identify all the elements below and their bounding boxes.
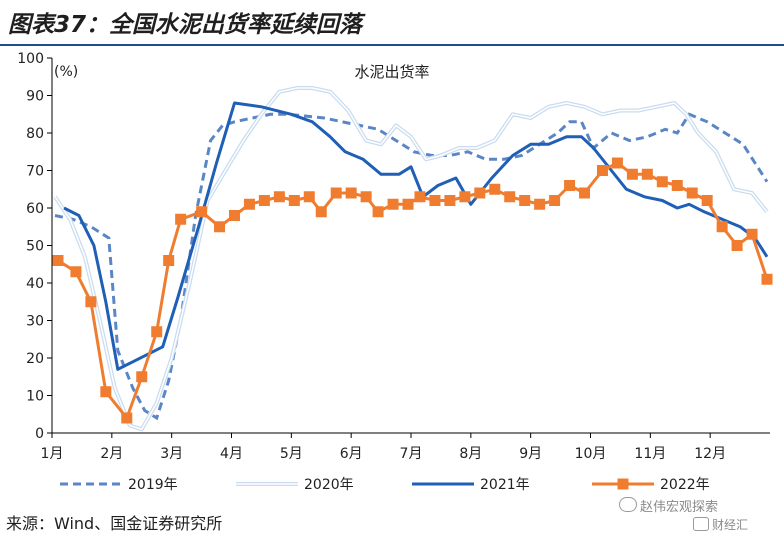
data-point (273, 191, 285, 203)
data-point (345, 187, 357, 199)
data-point (596, 165, 608, 176)
x-tick-label-9: 10月 (575, 446, 607, 462)
data-point (671, 180, 683, 191)
data-point (402, 198, 414, 210)
series-line-2020年 (53, 86, 769, 432)
series-line-inner-2020年 (54, 87, 768, 431)
data-point (564, 180, 576, 191)
data-point (716, 221, 728, 233)
x-tick-label-8: 9月 (519, 446, 542, 462)
finance-hub-icon (693, 517, 709, 531)
source-note: 来源：Wind、国金证券研究所 (6, 514, 223, 533)
x-tick-label-11: 12月 (694, 446, 726, 462)
data-point (175, 213, 187, 225)
x-tick-label-0: 1月 (41, 446, 64, 462)
legend-item-2020年: 2020年 (236, 477, 354, 493)
y-tick-label-1: 10 (26, 389, 44, 405)
data-point (52, 255, 64, 266)
data-point (85, 296, 97, 308)
data-point (121, 412, 133, 424)
wechat-icon (619, 497, 637, 512)
data-point (534, 198, 546, 210)
figure-title: 图表37：全国水泥出货率延续回落 (8, 12, 363, 38)
data-point (214, 221, 226, 233)
data-point (444, 195, 456, 206)
series-2022年 (52, 157, 773, 424)
legend-item-2019年: 2019年 (60, 477, 178, 493)
x-tick-label-2: 3月 (160, 446, 183, 462)
y-tick-label-4: 40 (26, 276, 44, 292)
y-tick-label-8: 80 (26, 126, 44, 142)
legend-marker (617, 478, 629, 490)
y-tick-label-2: 20 (26, 351, 44, 367)
x-tick-label-6: 7月 (400, 446, 423, 462)
data-point (549, 195, 561, 206)
data-point (686, 187, 698, 199)
data-point (761, 273, 773, 285)
x-tick-label-7: 8月 (459, 446, 482, 462)
y-axis-unit: (%) (54, 64, 78, 80)
chart: 0 10 20 30 40 50 60 70 80 90 100 1月 2月 3月 4月 5月 6月 7月 8月 9月… (17, 51, 773, 493)
data-point (504, 191, 516, 203)
legend-label: 2019年 (128, 477, 178, 493)
data-point (243, 198, 255, 210)
legend-item-2021年: 2021年 (412, 477, 530, 493)
data-point (731, 240, 743, 251)
data-point (489, 183, 501, 195)
data-point (387, 198, 399, 210)
data-point (746, 228, 758, 240)
data-point (315, 206, 327, 218)
data-point (429, 195, 441, 206)
series-2020年 (53, 86, 769, 432)
data-point (258, 195, 270, 206)
x-tick-label-3: 4月 (220, 446, 243, 462)
data-point (196, 206, 208, 218)
x-tick-label-1: 2月 (100, 446, 123, 462)
data-point (303, 191, 315, 203)
data-point (611, 157, 623, 169)
data-point (70, 266, 82, 278)
data-point (372, 206, 384, 218)
x-tick-label-5: 6月 (340, 446, 363, 462)
y-tick-label-5: 50 (26, 239, 44, 255)
data-point (228, 210, 240, 221)
title-bar: 图表37：全国水泥出货率延续回落 (0, 0, 784, 46)
data-point (288, 195, 300, 206)
y-tick-label-9: 90 (26, 89, 44, 105)
chart-title: 水泥出货率 (354, 63, 429, 81)
data-point (701, 195, 713, 206)
legend-label: 2022年 (660, 477, 710, 493)
y-tick-label-3: 30 (26, 314, 44, 330)
data-point (459, 191, 471, 203)
legend-item-2022年: 2022年 (592, 477, 710, 493)
data-point (136, 371, 148, 383)
data-point (414, 191, 426, 203)
x-tick-label-4: 5月 (280, 446, 303, 462)
data-point (626, 168, 638, 180)
data-point (579, 187, 591, 199)
data-point (360, 191, 372, 203)
data-point (519, 195, 531, 206)
y-tick-label-0: 0 (35, 426, 44, 442)
data-point (656, 176, 668, 188)
series-line-2019年 (54, 112, 769, 421)
data-point (163, 255, 175, 266)
data-point (641, 168, 653, 180)
y-tick-label-7: 70 (26, 164, 44, 180)
data-point (330, 187, 342, 199)
watermark: 赵伟宏观探索 (640, 500, 719, 515)
data-point (100, 386, 112, 398)
data-point (151, 326, 163, 338)
legend-label: 2020年 (304, 477, 354, 493)
series-2019年 (54, 112, 769, 421)
watermark-secondary: 财经汇 (712, 518, 749, 532)
legend-label: 2021年 (480, 477, 530, 493)
x-tick-label-10: 11月 (634, 446, 666, 462)
data-point (474, 187, 486, 199)
y-tick-label-10: 100 (17, 51, 44, 67)
y-tick-label-6: 60 (26, 201, 44, 217)
